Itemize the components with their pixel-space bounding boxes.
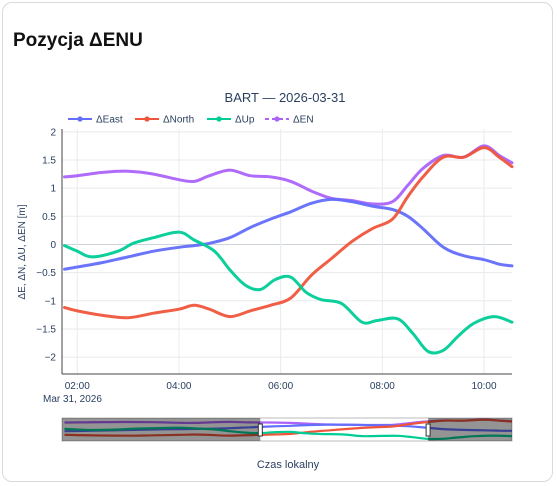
x-axis-title: Czas lokalny bbox=[257, 459, 320, 471]
y-tick-label: −0.5 bbox=[36, 268, 56, 279]
legend-item[interactable]: ΔEast bbox=[68, 115, 123, 126]
y-tick-label: 1 bbox=[50, 184, 56, 195]
rangeslider-traces bbox=[64, 418, 513, 441]
x-date-label: Mar 31, 2026 bbox=[43, 394, 102, 405]
series-line-ΔEast[interactable] bbox=[63, 197, 514, 271]
card-title: Pozycja ΔENU bbox=[13, 30, 143, 51]
legend-item[interactable]: ΔEN bbox=[265, 115, 314, 126]
rangeslider-trace-ΔEast bbox=[64, 423, 513, 433]
y-tick-label: 0.5 bbox=[42, 212, 56, 223]
legend-marker bbox=[274, 116, 280, 122]
y-tick-label: −1.5 bbox=[36, 324, 56, 335]
plot-area bbox=[62, 129, 512, 374]
series-line-ΔUp[interactable] bbox=[63, 230, 514, 355]
x-tick-label: 06:00 bbox=[268, 381, 293, 392]
x-tick-label: 04:00 bbox=[166, 381, 191, 392]
y-tick-label: 2 bbox=[50, 127, 56, 138]
y-tick-label: −1 bbox=[45, 296, 57, 307]
x-tick-label: 08:00 bbox=[370, 381, 395, 392]
legend-label: ΔNorth bbox=[163, 115, 194, 126]
rangeslider-handle-left[interactable] bbox=[257, 423, 263, 437]
chart-title: BART — 2026-03-31 bbox=[225, 90, 346, 105]
rangeslider-handle-right[interactable] bbox=[425, 423, 431, 437]
legend-marker bbox=[77, 116, 83, 122]
legend-marker bbox=[216, 116, 222, 122]
y-tick-label: 0 bbox=[50, 240, 56, 251]
legend-label: ΔEast bbox=[96, 115, 123, 126]
x-tick-label: 10:00 bbox=[472, 381, 497, 392]
legend-item[interactable]: ΔNorth bbox=[135, 115, 194, 126]
rangeslider-trace-ΔUp bbox=[64, 426, 513, 441]
rangeslider-mask-left bbox=[62, 418, 261, 441]
x-tick-label: 02:00 bbox=[65, 381, 90, 392]
legend-marker bbox=[144, 116, 150, 122]
legend-label: ΔUp bbox=[235, 115, 255, 126]
y-tick-label: 1.5 bbox=[42, 155, 56, 166]
y-tick-label: −2 bbox=[45, 353, 57, 364]
legend-item[interactable]: ΔUp bbox=[207, 115, 255, 126]
y-axis-title: ΔE, ΔN, ΔU, ΔEN [m] bbox=[17, 204, 28, 299]
rangeslider-mask-right bbox=[428, 418, 512, 441]
legend-label: ΔEN bbox=[293, 115, 314, 126]
